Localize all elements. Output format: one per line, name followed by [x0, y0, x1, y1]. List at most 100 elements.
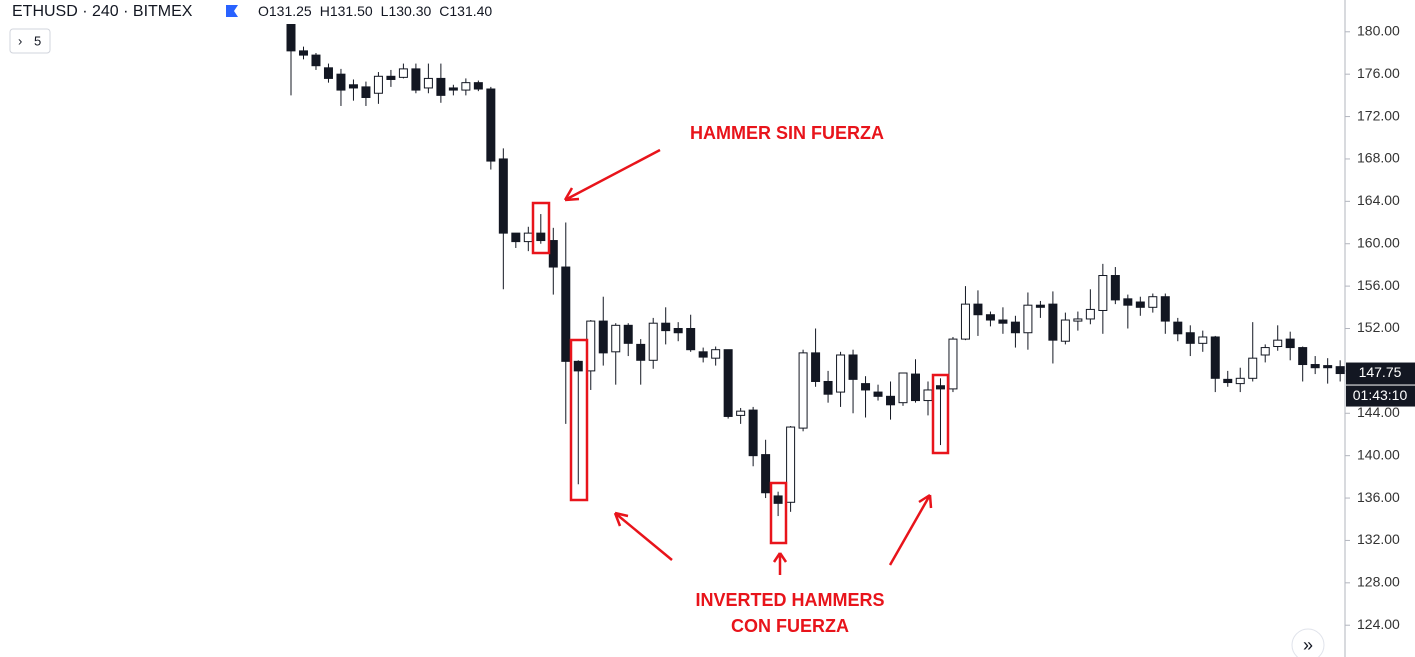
candle-body	[761, 454, 771, 494]
candle-body	[1048, 303, 1058, 341]
candle-body	[1135, 301, 1145, 308]
candle-body	[548, 240, 558, 268]
candle-body	[511, 232, 521, 243]
candle-body	[348, 84, 358, 89]
candle-body	[1010, 321, 1020, 334]
candle-body	[398, 68, 408, 78]
candle-body	[623, 324, 633, 344]
y-tick-label: 160.00	[1357, 234, 1400, 250]
candle-body	[823, 380, 833, 395]
candle-body	[636, 343, 646, 361]
ohlc-value: H131.50	[320, 3, 373, 19]
candle-body	[611, 324, 621, 353]
y-tick-label: 180.00	[1357, 22, 1400, 38]
candle-body	[1235, 377, 1245, 385]
indicator-toggle[interactable]	[9, 28, 51, 54]
candle-body	[1085, 308, 1095, 320]
countdown: 01:43:10	[1353, 387, 1408, 403]
annotation: HAMMER SIN FUERZA	[690, 123, 884, 143]
candle-body	[1073, 318, 1083, 322]
candle-body	[848, 354, 858, 380]
candle-body	[1173, 321, 1183, 335]
candle-body	[373, 75, 383, 94]
candle-body	[973, 303, 983, 316]
candle-body	[935, 385, 945, 390]
candle-body	[1160, 296, 1170, 322]
candle-body	[1260, 347, 1270, 356]
candle-body	[1110, 275, 1120, 301]
candle-body	[411, 68, 421, 91]
candle-body	[1035, 304, 1045, 308]
candle-body	[461, 82, 471, 91]
candle-body	[323, 67, 333, 79]
candle-body	[523, 232, 533, 243]
candles	[286, 10, 1345, 517]
y-tick-label: 156.00	[1357, 277, 1400, 293]
candle-body	[1310, 364, 1320, 369]
candle-body	[1335, 366, 1345, 375]
candle-body	[873, 391, 883, 397]
candle-body	[286, 20, 296, 52]
candle-body	[923, 389, 933, 402]
y-tick-label: 136.00	[1357, 489, 1400, 505]
candle-body	[673, 328, 683, 334]
candle-body	[686, 328, 696, 351]
candle-body	[948, 338, 958, 390]
candle-body	[1210, 336, 1220, 379]
y-tick-label: 124.00	[1357, 616, 1400, 632]
last-price-bg	[1346, 362, 1415, 385]
y-tick-label: 140.00	[1357, 446, 1400, 462]
candle-body	[1298, 347, 1308, 366]
candle-body	[1148, 296, 1158, 308]
candle-body	[711, 349, 721, 359]
ohlc-value: L130.30	[381, 3, 432, 19]
ohlc-value: C131.40	[439, 3, 492, 19]
scroll-button[interactable]	[1291, 628, 1325, 657]
candle-body	[298, 50, 308, 56]
y-tick-label: 128.00	[1357, 574, 1400, 590]
candle-body	[486, 88, 496, 162]
candle-body	[386, 75, 396, 80]
candle-body	[985, 314, 995, 321]
header-bg	[0, 0, 520, 24]
candle-body	[736, 410, 746, 416]
candle-body	[1273, 339, 1283, 348]
candle-body	[811, 352, 821, 382]
candle-body	[598, 320, 608, 354]
candle-body	[648, 322, 658, 361]
candle-body	[1023, 304, 1033, 334]
candle-body	[561, 266, 571, 362]
price-axis: 124.00128.00132.00136.00140.00144.00148.…	[1345, 22, 1400, 632]
symbol: ETHUSD · 240 · BITMEX	[12, 3, 193, 20]
candle-body	[898, 372, 908, 404]
candle-body	[886, 395, 896, 406]
candle-body	[786, 426, 796, 503]
candle-body	[911, 373, 920, 402]
y-tick-label: 172.00	[1357, 107, 1400, 123]
candle-body	[1185, 332, 1195, 344]
candle-body	[1223, 378, 1233, 384]
candle-body	[836, 354, 846, 393]
candle-body	[661, 322, 671, 332]
candle-body	[361, 86, 371, 98]
annotation: CON FUERZA	[731, 616, 849, 636]
candle-body	[1248, 357, 1258, 379]
candle-body	[573, 360, 583, 372]
candle-body	[1060, 319, 1070, 342]
candle-body	[1323, 365, 1333, 369]
candle-body	[311, 54, 321, 67]
y-tick-label: 144.00	[1357, 404, 1400, 420]
candle-body	[448, 87, 458, 91]
annotation: INVERTED HAMMERS	[695, 590, 884, 610]
last-price-label: 147.75	[1359, 364, 1402, 380]
candle-body	[998, 319, 1008, 324]
y-tick-label: 152.00	[1357, 319, 1400, 335]
annotation-boxes	[531, 148, 950, 575]
candle-body	[698, 351, 708, 358]
candle-body	[773, 495, 783, 504]
indicator-count: 5	[34, 33, 41, 48]
candle-body	[498, 158, 508, 234]
ohlc-legend: O131.25 H131.50 L130.30 C131.40	[258, 3, 492, 19]
y-tick-label: 164.00	[1357, 192, 1400, 208]
